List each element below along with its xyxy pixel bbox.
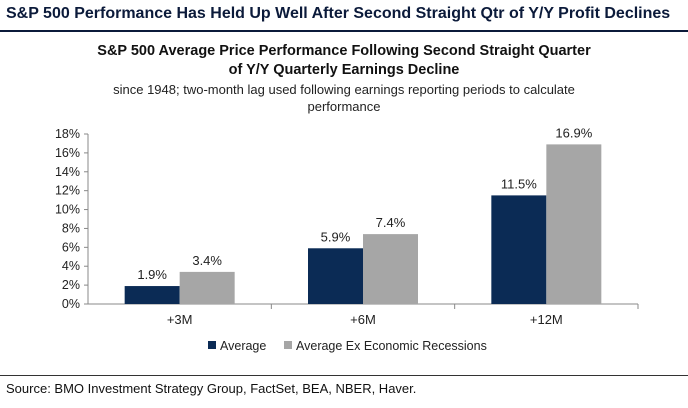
source-note: Source: BMO Investment Strategy Group, F… [6, 381, 417, 396]
bar-average [124, 286, 180, 304]
y-tick-label: 8% [62, 221, 80, 235]
data-label: 5.9% [321, 229, 351, 244]
data-label: 7.4% [376, 215, 406, 230]
headline: S&P 500 Performance Has Held Up Well Aft… [0, 0, 688, 30]
y-tick-label: 12% [55, 184, 80, 198]
y-tick-label: 2% [62, 278, 80, 292]
y-tick-label: 0% [62, 297, 80, 311]
data-label: 3.4% [192, 253, 222, 268]
source-rule [0, 375, 688, 376]
y-tick-label: 14% [55, 165, 80, 179]
y-tick-label: 16% [55, 146, 80, 160]
bar-ex-recessions [546, 144, 602, 304]
y-tick-label: 10% [55, 203, 80, 217]
data-label: 16.9% [555, 125, 592, 140]
y-tick-label: 4% [62, 259, 80, 273]
chart-subtitle-line-2: performance [307, 99, 381, 114]
bar-average [308, 248, 363, 304]
chart-title-line-2: of Y/Y Quarterly Earnings Decline [228, 62, 460, 78]
y-tick-label: 6% [62, 240, 80, 254]
legend-label: Average Ex Economic Recessions [296, 339, 487, 353]
chart-title-line-1: S&P 500 Average Price Performance Follow… [97, 43, 591, 59]
bar-ex-recessions [363, 234, 418, 304]
data-label: 1.9% [137, 267, 167, 282]
bar-chart: 0% 2% 4% 6% 8% 10% 12% 14% 16% 18% 1.9% 3.4% +3M 5.9%… [55, 125, 639, 353]
bar-average [491, 195, 547, 304]
legend-swatch [284, 341, 292, 349]
headline-rule [0, 30, 688, 32]
headline-text: S&P 500 Performance Has Held Up Well Aft… [6, 5, 671, 22]
bar-ex-recessions [179, 271, 235, 304]
x-tick-label: +3M [167, 312, 193, 327]
x-tick-label: +12M [530, 312, 563, 327]
x-tick-label: +6M [350, 312, 376, 327]
chart-subtitle-line-1: since 1948; two-month lag used following… [113, 82, 575, 97]
data-label: 11.5% [501, 176, 537, 191]
legend-label: Average [220, 339, 266, 353]
y-tick-label: 18% [55, 127, 80, 141]
legend-swatch [208, 341, 216, 349]
